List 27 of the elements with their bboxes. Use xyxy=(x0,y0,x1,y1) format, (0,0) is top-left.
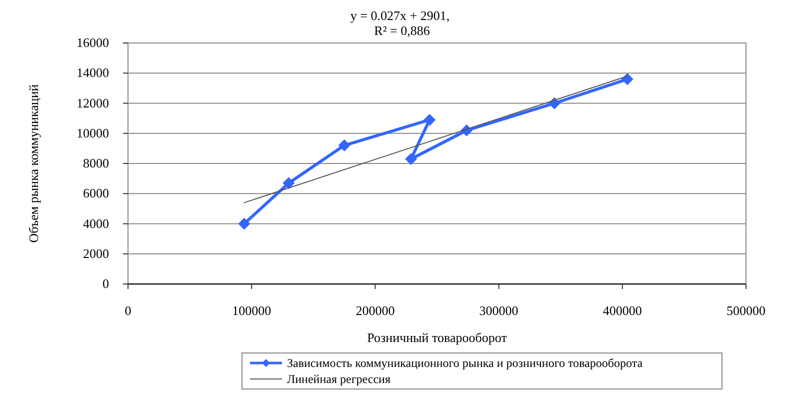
x-tick-label: 400000 xyxy=(602,303,642,318)
point xyxy=(405,152,418,165)
x-tick-label: 500000 xyxy=(726,303,766,318)
y-tick-label: 0 xyxy=(102,276,109,291)
point xyxy=(338,139,350,152)
y-axis-title: Объем рынка коммуникаций xyxy=(26,84,41,243)
y-tick-label: 12000 xyxy=(76,95,109,110)
point xyxy=(424,114,436,126)
x-tick-label: 100000 xyxy=(232,303,272,318)
y-tick-label: 4000 xyxy=(83,216,109,231)
x-axis-title: Розничный товарооборот xyxy=(367,330,508,345)
legend-label: Зависимость коммуникационного рынка и розничного товарооборота xyxy=(287,356,644,370)
point xyxy=(282,177,295,190)
legend-label: Линейная регрессия xyxy=(287,372,391,386)
text: y = 0.027x + 2901, xyxy=(350,8,450,23)
x-tick-label: 0 xyxy=(124,303,132,318)
y-tick-label: 16000 xyxy=(76,35,109,50)
text: R² = 0,886 xyxy=(374,23,430,38)
x-tick-label: 300000 xyxy=(479,303,518,318)
y-tick-label: 8000 xyxy=(83,156,109,170)
y-tick-label: 6000 xyxy=(83,186,109,201)
y-tick-label: 2000 xyxy=(83,246,109,261)
y-tick-label: 10000 xyxy=(76,125,109,140)
point xyxy=(238,218,250,230)
y-tick-label: 14000 xyxy=(76,65,109,80)
point xyxy=(621,73,634,86)
x-tick-label: 200000 xyxy=(356,303,395,318)
